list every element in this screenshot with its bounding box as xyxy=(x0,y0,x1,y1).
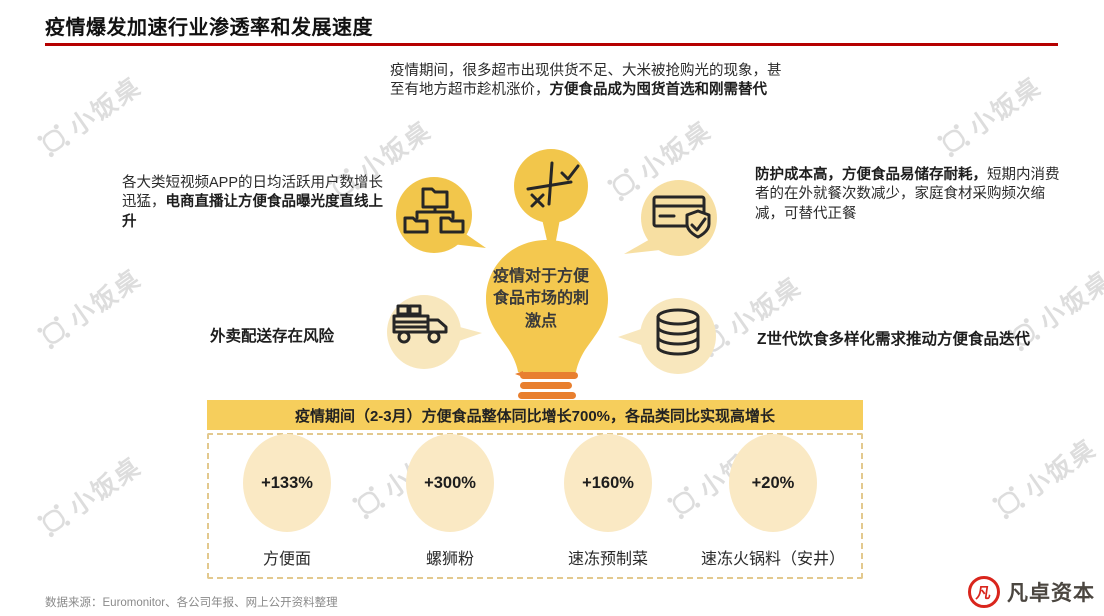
bulb-base-stripes xyxy=(515,371,578,399)
choice-check-cross-icon xyxy=(526,161,580,208)
xiaofanzhuo-logo-icon xyxy=(37,124,71,158)
watermark-text: 小饭桌 xyxy=(1034,266,1104,336)
stat-circle: +300% xyxy=(406,434,494,532)
card-shield-icon xyxy=(652,195,711,239)
watermark-text: 小饭桌 xyxy=(964,72,1047,142)
xiaofanzhuo-logo-icon xyxy=(37,504,71,538)
stat-frozen-dishes: +160% 速冻预制菜 xyxy=(523,434,693,569)
stat-label: 螺狮粉 xyxy=(425,551,474,568)
stat-circle: +20% xyxy=(729,434,817,532)
stat-label: 速冻预制菜 xyxy=(567,551,648,568)
callout-storage: 防护成本高，方便食品易储存耐耗，短期内消费者的在外就餐次数减少，家庭食材采购频次… xyxy=(755,166,1067,224)
stat-hotpot: +20% 速冻火锅料（安井） xyxy=(688,434,858,569)
stat-instant-noodles: +133% 方便面 xyxy=(202,434,372,569)
watermark: 小饭桌 xyxy=(30,67,147,164)
delivery-truck-icon xyxy=(392,304,448,344)
lightbulb-shape xyxy=(486,240,608,399)
xiaofanzhuo-logo-icon xyxy=(992,486,1026,520)
callout-genz: Z世代饮食多样化需求推动方便食品迭代 xyxy=(757,331,1030,348)
speech-bubble-left xyxy=(396,177,486,253)
watermark: 小饭桌 xyxy=(930,67,1047,164)
stat-snail-noodles: +300% 螺狮粉 xyxy=(365,434,535,569)
folder-network-icon xyxy=(403,187,465,234)
brand-name: 凡卓资本 xyxy=(1007,582,1095,605)
xiaofanzhuo-logo-icon xyxy=(37,316,71,350)
circle-delivery xyxy=(387,295,482,369)
stacked-plates-icon xyxy=(656,308,700,356)
callout-livestream-normal: 各大类短视频APP的日均活跃用户数增长迅猛， xyxy=(122,175,384,211)
callout-storage-bold: 防护成本高，方便食品易储存耐耗， xyxy=(755,167,987,183)
callout-supermarket-bold: 方便食品成为囤货首选和刚需替代 xyxy=(549,82,768,99)
callout-supermarket-normal: 疫情期间，很多超市出现供货不足、大米被抢购光的现象，甚至有地方超市趁机涨价， xyxy=(390,63,782,99)
stat-label: 速冻火锅料（安井） xyxy=(700,551,845,568)
bulb-title: 疫情对于方便食品市场的刺激点 xyxy=(492,268,589,330)
watermark-text: 小饭桌 xyxy=(64,264,147,334)
stat-value: +160% xyxy=(582,473,634,492)
callout-livestream: 各大类短视频APP的日均活跃用户数增长迅猛，电商直播让方便食品曝光度直线上升 xyxy=(122,174,390,232)
callout-supermarket: 疫情期间，很多超市出现供货不足、大米被抢购光的现象，甚至有地方超市趁机涨价，方便… xyxy=(390,62,792,101)
circle-genz xyxy=(618,298,716,374)
title-underline xyxy=(45,43,1058,46)
fanzhuo-logo-icon: 凡 xyxy=(968,576,1000,608)
watermark: 小饭桌 xyxy=(30,447,147,544)
stat-circle: +133% xyxy=(243,434,331,532)
brand-logo: 凡 凡卓资本 xyxy=(968,576,1095,608)
callout-storage-normal: 短期内消费者的在外就餐次数减少，家庭食材采购频次缩减，可替代正餐 xyxy=(755,167,1060,222)
callout-livestream-bold: 电商直播让方便食品曝光度直线上升 xyxy=(122,194,383,230)
xiaofanzhuo-logo-icon xyxy=(937,124,971,158)
stat-value: +20% xyxy=(751,473,795,492)
data-source: 数据来源：Euromonitor、各公司年报、网上公开资料整理 xyxy=(45,597,338,609)
watermark-text: 小饭桌 xyxy=(1019,434,1102,504)
speech-bubble-right xyxy=(624,180,717,256)
stats-dashed-box xyxy=(207,433,863,579)
stat-value: +300% xyxy=(424,473,476,492)
growth-banner: 疫情期间（2-3月）方便食品整体同比增长700%，各品类同比实现高增长 xyxy=(207,400,863,430)
callout-delivery-risk: 外卖配送存在风险 xyxy=(210,328,335,345)
page-title: 疫情爆发加速行业渗透率和发展速度 xyxy=(45,17,373,39)
stat-value: +133% xyxy=(261,473,313,492)
watermark: 小饭桌 xyxy=(985,429,1102,526)
watermark-text: 小饭桌 xyxy=(64,72,147,142)
stat-circle: +160% xyxy=(564,434,652,532)
watermark: 小饭桌 xyxy=(30,259,147,356)
stat-label: 方便面 xyxy=(262,551,311,568)
watermark-text: 小饭桌 xyxy=(64,452,147,522)
